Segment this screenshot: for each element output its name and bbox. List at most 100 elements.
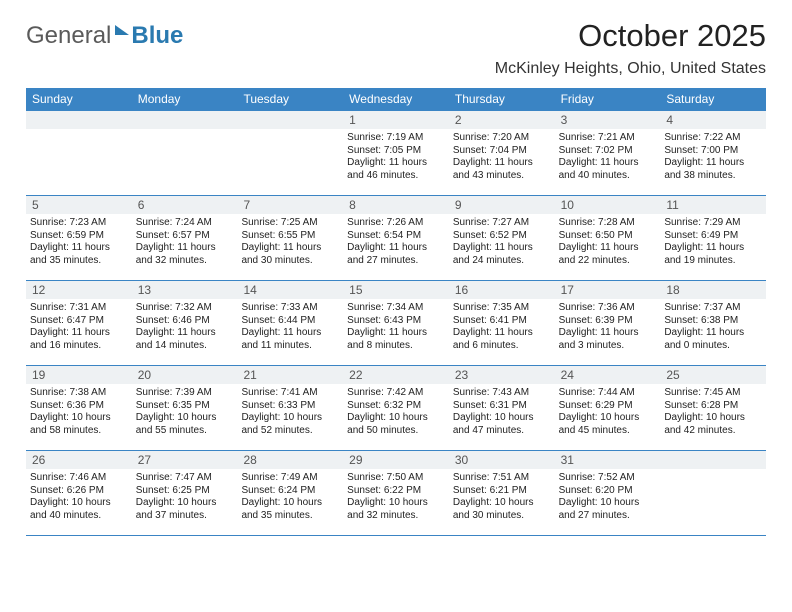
daylight-text: Daylight: 10 hours: [347, 497, 445, 510]
sunrise-text: Sunrise: 7:35 AM: [453, 302, 551, 315]
day-number: 11: [660, 196, 766, 214]
daylight-text: Daylight: 11 hours: [453, 157, 551, 170]
daylight-minutes-text: and 14 minutes.: [136, 340, 234, 353]
day-cell: Sunrise: 7:37 AMSunset: 6:38 PMDaylight:…: [660, 299, 766, 365]
sunset-text: Sunset: 7:02 PM: [559, 145, 657, 158]
daylight-text: Daylight: 11 hours: [453, 242, 551, 255]
daylight-text: Daylight: 11 hours: [559, 157, 657, 170]
weekday-header: Wednesday: [343, 88, 449, 111]
sunrise-text: Sunrise: 7:43 AM: [453, 387, 551, 400]
daylight-minutes-text: and 32 minutes.: [136, 255, 234, 268]
daylight-text: Daylight: 10 hours: [136, 412, 234, 425]
sunrise-text: Sunrise: 7:45 AM: [664, 387, 762, 400]
day-number: 24: [555, 366, 661, 384]
day-number-row: 262728293031: [26, 451, 766, 469]
daylight-text: Daylight: 11 hours: [241, 327, 339, 340]
daylight-minutes-text: and 27 minutes.: [559, 510, 657, 523]
weeks-container: 1234Sunrise: 7:19 AMSunset: 7:05 PMDayli…: [26, 111, 766, 536]
week: 262728293031Sunrise: 7:46 AMSunset: 6:26…: [26, 451, 766, 536]
sunrise-text: Sunrise: 7:36 AM: [559, 302, 657, 315]
day-cell: [26, 129, 132, 195]
day-number: 25: [660, 366, 766, 384]
sunset-text: Sunset: 6:59 PM: [30, 230, 128, 243]
week: 19202122232425Sunrise: 7:38 AMSunset: 6:…: [26, 366, 766, 451]
daylight-text: Daylight: 11 hours: [664, 242, 762, 255]
day-number: [132, 111, 238, 129]
day-cell: Sunrise: 7:20 AMSunset: 7:04 PMDaylight:…: [449, 129, 555, 195]
day-cell: Sunrise: 7:51 AMSunset: 6:21 PMDaylight:…: [449, 469, 555, 535]
daylight-minutes-text: and 55 minutes.: [136, 425, 234, 438]
day-number: 31: [555, 451, 661, 469]
sunrise-text: Sunrise: 7:42 AM: [347, 387, 445, 400]
day-cell: Sunrise: 7:41 AMSunset: 6:33 PMDaylight:…: [237, 384, 343, 450]
daylight-text: Daylight: 11 hours: [559, 242, 657, 255]
day-number: 26: [26, 451, 132, 469]
daylight-minutes-text: and 50 minutes.: [347, 425, 445, 438]
sunset-text: Sunset: 6:33 PM: [241, 400, 339, 413]
day-number: 28: [237, 451, 343, 469]
daylight-text: Daylight: 11 hours: [347, 157, 445, 170]
sunrise-text: Sunrise: 7:34 AM: [347, 302, 445, 315]
sunrise-text: Sunrise: 7:23 AM: [30, 217, 128, 230]
daylight-minutes-text: and 42 minutes.: [664, 425, 762, 438]
sunrise-text: Sunrise: 7:32 AM: [136, 302, 234, 315]
day-number: 22: [343, 366, 449, 384]
daylight-minutes-text: and 30 minutes.: [241, 255, 339, 268]
day-number: 19: [26, 366, 132, 384]
daylight-text: Daylight: 11 hours: [136, 327, 234, 340]
weekday-header: Friday: [555, 88, 661, 111]
logo-text-general: General: [26, 22, 111, 50]
daylight-text: Daylight: 11 hours: [136, 242, 234, 255]
daylight-minutes-text: and 22 minutes.: [559, 255, 657, 268]
sunrise-text: Sunrise: 7:44 AM: [559, 387, 657, 400]
weekday-header: Thursday: [449, 88, 555, 111]
daylight-text: Daylight: 11 hours: [347, 242, 445, 255]
weekday-header: Sunday: [26, 88, 132, 111]
daylight-text: Daylight: 10 hours: [30, 497, 128, 510]
day-number: 14: [237, 281, 343, 299]
day-number: 7: [237, 196, 343, 214]
day-cell: Sunrise: 7:38 AMSunset: 6:36 PMDaylight:…: [26, 384, 132, 450]
daylight-minutes-text: and 46 minutes.: [347, 170, 445, 183]
daylight-minutes-text: and 27 minutes.: [347, 255, 445, 268]
location: McKinley Heights, Ohio, United States: [495, 60, 766, 78]
daylight-text: Daylight: 10 hours: [559, 497, 657, 510]
sunset-text: Sunset: 7:00 PM: [664, 145, 762, 158]
day-number: 20: [132, 366, 238, 384]
week: 1234Sunrise: 7:19 AMSunset: 7:05 PMDayli…: [26, 111, 766, 196]
day-body-row: Sunrise: 7:19 AMSunset: 7:05 PMDaylight:…: [26, 129, 766, 195]
day-number-row: 567891011: [26, 196, 766, 214]
day-number: 1: [343, 111, 449, 129]
daylight-minutes-text: and 52 minutes.: [241, 425, 339, 438]
day-number: 3: [555, 111, 661, 129]
day-cell: Sunrise: 7:43 AMSunset: 6:31 PMDaylight:…: [449, 384, 555, 450]
daylight-minutes-text: and 8 minutes.: [347, 340, 445, 353]
sunrise-text: Sunrise: 7:50 AM: [347, 472, 445, 485]
sunset-text: Sunset: 6:31 PM: [453, 400, 551, 413]
daylight-text: Daylight: 11 hours: [664, 157, 762, 170]
sunrise-text: Sunrise: 7:47 AM: [136, 472, 234, 485]
day-number: 8: [343, 196, 449, 214]
daylight-minutes-text: and 6 minutes.: [453, 340, 551, 353]
sunrise-text: Sunrise: 7:26 AM: [347, 217, 445, 230]
day-cell: Sunrise: 7:32 AMSunset: 6:46 PMDaylight:…: [132, 299, 238, 365]
day-cell: [660, 469, 766, 535]
daylight-minutes-text: and 30 minutes.: [453, 510, 551, 523]
day-number: [660, 451, 766, 469]
title-block: October 2025 McKinley Heights, Ohio, Uni…: [495, 18, 766, 78]
sunset-text: Sunset: 6:20 PM: [559, 485, 657, 498]
daylight-minutes-text: and 40 minutes.: [30, 510, 128, 523]
daylight-text: Daylight: 10 hours: [453, 497, 551, 510]
day-number: 10: [555, 196, 661, 214]
sunset-text: Sunset: 6:47 PM: [30, 315, 128, 328]
sunrise-text: Sunrise: 7:27 AM: [453, 217, 551, 230]
daylight-minutes-text: and 24 minutes.: [453, 255, 551, 268]
sunrise-text: Sunrise: 7:21 AM: [559, 132, 657, 145]
daylight-minutes-text: and 0 minutes.: [664, 340, 762, 353]
daylight-text: Daylight: 11 hours: [30, 242, 128, 255]
sunrise-text: Sunrise: 7:46 AM: [30, 472, 128, 485]
sunrise-text: Sunrise: 7:28 AM: [559, 217, 657, 230]
day-cell: Sunrise: 7:36 AMSunset: 6:39 PMDaylight:…: [555, 299, 661, 365]
weekday-header: Tuesday: [237, 88, 343, 111]
day-number: 4: [660, 111, 766, 129]
